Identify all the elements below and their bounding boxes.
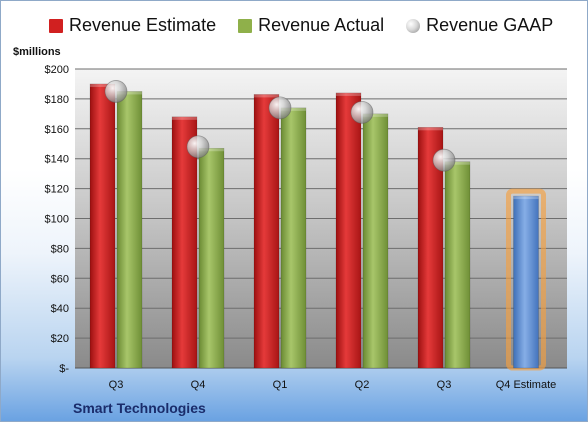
marker-revenue-gaap <box>186 135 210 159</box>
y-tick-label: $140 <box>45 154 69 166</box>
bar-top-sheen <box>418 127 443 131</box>
legend-label-revenue-actual: Revenue Actual <box>258 15 385 35</box>
bar-top-sheen <box>117 91 142 95</box>
bar-revenue-actual <box>444 161 471 369</box>
x-category-label: Q1 <box>273 379 288 391</box>
bar-revenue-estimate <box>171 116 198 369</box>
bar-top-sheen <box>90 83 115 87</box>
bar-top-sheen <box>445 161 470 165</box>
bar-revenue-actual <box>362 113 389 369</box>
y-tick-label: $40 <box>51 303 69 315</box>
legend-item-revenue-estimate: Revenue Estimate <box>49 15 216 36</box>
y-tick-label: $160 <box>45 124 69 136</box>
x-category-label: Q4 <box>191 379 206 391</box>
bar-top-sheen <box>281 107 306 111</box>
y-tick-label: $200 <box>45 64 69 76</box>
bar-top-sheen <box>172 116 197 120</box>
bar-revenue-actual <box>116 91 143 369</box>
y-tick-label: $60 <box>51 273 69 285</box>
marker-revenue-gaap <box>432 148 456 172</box>
x-category-label: Q3 <box>109 379 124 391</box>
marker-revenue-gaap <box>268 96 292 120</box>
x-category-label: Q3 <box>437 379 452 391</box>
y-tick-label: $- <box>59 363 69 375</box>
x-category-label: Q4 Estimate <box>496 379 557 391</box>
legend-label-revenue-estimate: Revenue Estimate <box>69 15 217 35</box>
bar-revenue-actual <box>280 107 307 369</box>
legend-swatch-revenue-gaap <box>406 18 421 33</box>
bar-top-sheen <box>199 148 224 152</box>
y-tick-label: $80 <box>51 243 69 255</box>
bar-top-sheen <box>336 92 361 96</box>
y-axis-units-label: $millions <box>13 46 61 58</box>
x-category-label: Q2 <box>355 379 370 391</box>
bar-revenue-actual <box>198 147 225 369</box>
bar-revenue-estimate <box>335 92 362 369</box>
y-tick-label: $100 <box>45 214 69 226</box>
bar-top-sheen <box>513 196 539 200</box>
company-label: Smart Technologies <box>73 400 206 416</box>
legend-label-revenue-gaap: Revenue GAAP <box>426 15 554 35</box>
legend-item-revenue-gaap: Revenue GAAP <box>406 15 553 36</box>
bar-revenue-estimate <box>253 94 280 369</box>
legend-swatch-revenue-actual <box>238 18 253 33</box>
bar-top-sheen <box>254 94 279 98</box>
y-tick-label: $20 <box>51 333 69 345</box>
legend-item-revenue-actual: Revenue Actual <box>238 15 384 36</box>
legend-swatch-revenue-estimate <box>49 18 63 33</box>
bar-revenue-estimate <box>89 83 116 369</box>
y-tick-label: $180 <box>45 94 69 106</box>
y-tick-label: $120 <box>45 184 69 196</box>
marker-revenue-gaap <box>350 100 374 124</box>
legend: Revenue Estimate Revenue Actual Revenue … <box>49 15 553 36</box>
bar-top-sheen <box>363 113 388 117</box>
bar-q4-estimate <box>513 195 539 369</box>
marker-revenue-gaap <box>104 80 128 103</box>
